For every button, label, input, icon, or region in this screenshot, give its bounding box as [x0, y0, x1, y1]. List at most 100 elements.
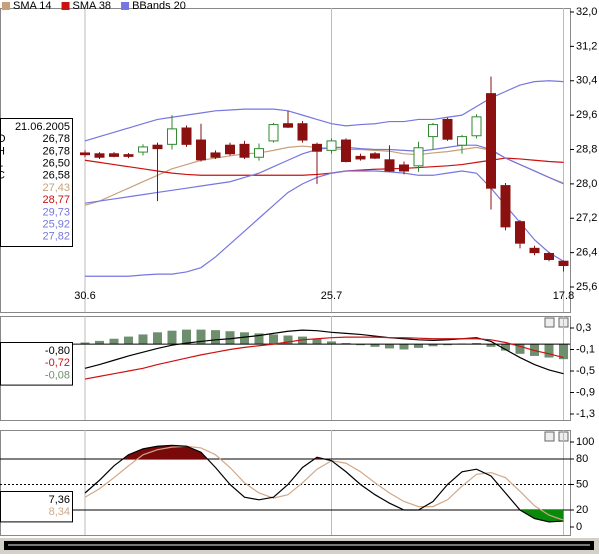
- candle-body: [486, 93, 496, 189]
- candle-body: [254, 148, 264, 158]
- y-tick-label: 28,0: [576, 178, 597, 190]
- candle-body: [167, 128, 177, 145]
- candle-body: [297, 123, 308, 141]
- histogram-bar: [109, 338, 119, 345]
- maximize-button[interactable]: [544, 431, 555, 442]
- zone-fill: [85, 445, 564, 459]
- y-tick-label: -0,5: [576, 365, 595, 377]
- data-window-label: H: [0, 145, 5, 157]
- candle-body: [123, 154, 134, 157]
- candle-body: [428, 124, 438, 138]
- maximize-button[interactable]: [544, 317, 555, 328]
- data-window-value: -0,72: [45, 357, 70, 369]
- x-tick-label: 25.7: [321, 290, 342, 302]
- legend-swatch: [61, 2, 70, 10]
- candle-body: [283, 123, 293, 128]
- y-tick-label: 26,4: [576, 247, 597, 259]
- candle-body: [225, 144, 235, 155]
- histogram-bar: [153, 332, 162, 345]
- y-tick-label: 27,2: [576, 212, 597, 224]
- data-window-value: -0,80: [45, 345, 70, 357]
- data-window-value: 26,50: [42, 158, 70, 170]
- y-tick-label: -1,3: [576, 408, 595, 420]
- y-tick-label: 32,0: [576, 6, 597, 18]
- data-window: [0, 491, 73, 523]
- histogram-bar: [240, 332, 249, 345]
- candle-body: [442, 118, 453, 140]
- stoch-line: [84, 444, 564, 523]
- data-window-value: 27,82: [42, 231, 70, 243]
- y-tick-label: 20: [576, 504, 588, 516]
- data-window-value: 28,77: [42, 194, 70, 206]
- legend-label: SMA 14: [13, 0, 52, 12]
- candle-body: [558, 260, 569, 267]
- candle-body: [181, 127, 192, 145]
- candle-body: [196, 139, 206, 161]
- candle-body: [529, 247, 540, 254]
- histogram-bar: [486, 344, 496, 347]
- candle-body: [413, 147, 424, 167]
- histogram-bar: [211, 330, 220, 345]
- data-window-label: L: [0, 158, 3, 170]
- histogram-bar: [124, 336, 133, 345]
- candle-body: [457, 136, 467, 146]
- stoch-line: [84, 445, 564, 521]
- y-tick-label: 31,2: [576, 40, 597, 52]
- data-window-value: 7,36: [49, 494, 70, 506]
- data-window-date: 21.06.2005: [15, 121, 70, 133]
- scroll-grip: [8, 544, 590, 546]
- data-window-value: 26,78: [42, 133, 70, 145]
- data-window-value: 29,73: [42, 206, 70, 218]
- y-tick-label: 25,6: [576, 281, 597, 293]
- data-window-value: 26,78: [42, 145, 70, 157]
- bband-line: [84, 144, 564, 204]
- histogram-bar: [370, 344, 380, 347]
- data-window-value: -0,08: [45, 369, 70, 381]
- candle-body: [138, 146, 148, 153]
- histogram-bar: [501, 344, 510, 351]
- legend-label: SMA 38: [73, 0, 112, 12]
- candle-body: [312, 143, 322, 152]
- x-tick-label: 30.6: [74, 290, 95, 302]
- candle-body: [94, 153, 105, 158]
- y-tick-label: 0,3: [576, 322, 591, 334]
- candle-body: [515, 221, 525, 244]
- legend-swatch: [121, 2, 130, 10]
- y-tick-label: 28,8: [576, 143, 597, 155]
- histogram-bar: [269, 334, 278, 345]
- histogram-bar: [283, 335, 293, 345]
- sma-line: [84, 157, 564, 176]
- data-window-value: 25,92: [42, 219, 70, 231]
- scrollbar[interactable]: [0, 538, 599, 554]
- candle-body: [355, 155, 366, 160]
- candle-body: [544, 252, 554, 260]
- bband-line: [84, 80, 564, 142]
- data-window-value: 8,34: [49, 506, 70, 518]
- data-window-value: 26,58: [42, 170, 70, 182]
- y-tick-label: 80: [576, 453, 588, 465]
- histogram-bar: [341, 343, 351, 345]
- histogram-bar: [399, 344, 409, 350]
- histogram-bar: [472, 343, 481, 345]
- candle-body: [384, 159, 395, 172]
- y-tick-label: 29,6: [576, 109, 597, 121]
- legend-swatch: [2, 2, 10, 10]
- data-window-label: C: [0, 170, 5, 182]
- data-window: [0, 342, 73, 386]
- candle-body: [341, 139, 351, 163]
- candle-body: [471, 116, 482, 137]
- macd-line: [84, 336, 564, 380]
- x-tick-label: 17.8: [553, 290, 574, 302]
- histogram-bar: [428, 344, 438, 347]
- histogram-bar: [327, 341, 336, 345]
- histogram-bar: [443, 344, 452, 346]
- histogram-bar: [385, 344, 394, 349]
- histogram-bar: [167, 330, 177, 345]
- histogram-bar: [515, 344, 525, 354]
- y-tick-label: -0,1: [576, 343, 595, 355]
- data-window-label: O: [0, 133, 6, 145]
- candle-body: [399, 164, 409, 172]
- bband-line: [85, 170, 564, 277]
